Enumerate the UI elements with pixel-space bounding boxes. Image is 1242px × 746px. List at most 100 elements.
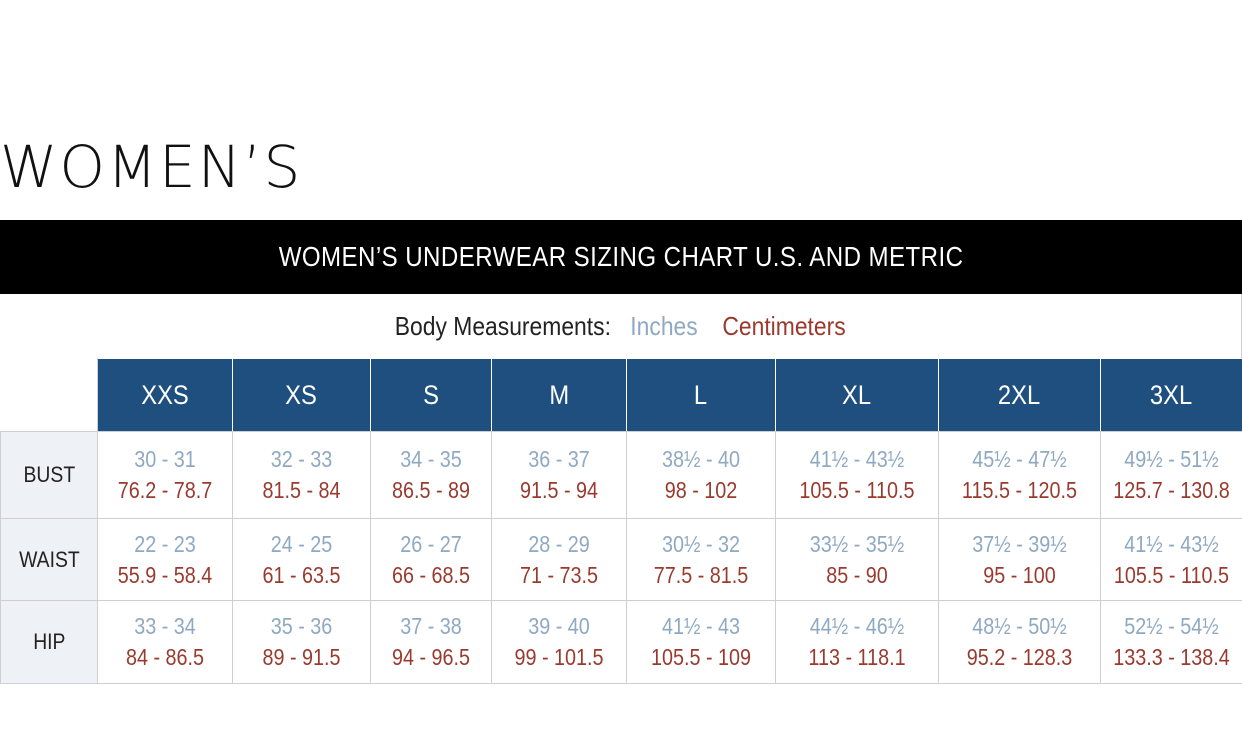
inches-value: 52½ - 54½ [1124, 613, 1219, 639]
inches-value: 28 - 29 [528, 530, 590, 557]
table-cell: 33½ - 35½ 85 - 90 [775, 518, 939, 601]
inches-value: 22 - 23 [134, 530, 196, 557]
inches-value: 37½ - 39½ [972, 530, 1067, 557]
size-header-2xl: 2XL [938, 358, 1101, 432]
inches-value: 49½ - 51½ [1124, 446, 1219, 472]
table-cell: 35 - 36 89 - 91.5 [232, 600, 371, 684]
table-cell: 39 - 40 99 - 101.5 [491, 600, 627, 684]
sizing-table: XXS XS S M L XL 2XL 3XL BUST 30 - 31 76.2… [0, 358, 1242, 684]
inches-value: 41½ - 43½ [1124, 530, 1219, 557]
inches-value: 39 - 40 [528, 613, 590, 639]
table-cell: 26 - 27 66 - 68.5 [370, 518, 492, 601]
cm-value: 71 - 73.5 [519, 561, 599, 588]
inches-value: 44½ - 46½ [809, 613, 905, 639]
table-cell: 45½ - 47½ 115.5 - 120.5 [938, 431, 1101, 519]
cm-value: 105.5 - 109 [650, 644, 752, 670]
inches-value: 30½ - 32 [661, 530, 741, 557]
row-label: BUST [23, 462, 75, 487]
table-cell: 49½ - 51½ 125.7 - 130.8 [1100, 431, 1242, 519]
table-cell: 44½ - 46½ 113 - 118.1 [775, 600, 939, 684]
row-label-waist: WAIST [0, 518, 98, 601]
inches-value: 38½ - 40 [661, 446, 741, 472]
size-label: XXS [141, 379, 189, 410]
cm-value: 77.5 - 81.5 [653, 561, 749, 588]
inches-value: 41½ - 43½ [809, 446, 905, 472]
cm-value: 84 - 86.5 [125, 644, 205, 670]
cm-value: 81.5 - 84 [262, 477, 341, 503]
table-cell: 37 - 38 94 - 96.5 [370, 600, 492, 684]
legend-centimeters: Centimeters [722, 310, 846, 341]
cm-value: 55.9 - 58.4 [117, 561, 213, 588]
size-label: XL [842, 379, 872, 410]
table-row-hip: HIP 33 - 34 84 - 86.5 35 - 36 89 - 91.5 37… [0, 600, 1242, 684]
table-cell: 41½ - 43½ 105.5 - 110.5 [775, 431, 939, 519]
table-corner [0, 358, 98, 432]
cm-value: 76.2 - 78.7 [117, 477, 213, 503]
table-cell: 38½ - 40 98 - 102 [626, 431, 776, 519]
size-header-s: S [370, 358, 492, 432]
size-label: L [694, 379, 708, 410]
inches-value: 45½ - 47½ [972, 446, 1067, 472]
cm-value: 125.7 - 130.8 [1113, 477, 1230, 503]
cm-value: 95 - 100 [983, 561, 1056, 588]
table-cell: 22 - 23 55.9 - 58.4 [97, 518, 233, 601]
inches-value: 36 - 37 [528, 446, 590, 472]
inches-value: 33½ - 35½ [809, 530, 905, 557]
table-cell: 41½ - 43½ 105.5 - 110.5 [1100, 518, 1242, 601]
inches-value: 41½ - 43 [661, 613, 741, 639]
table-cell: 36 - 37 91.5 - 94 [491, 431, 627, 519]
table-cell: 32 - 33 81.5 - 84 [232, 431, 371, 519]
cm-value: 66 - 68.5 [391, 561, 471, 588]
size-label: S [423, 379, 439, 410]
cm-value: 94 - 96.5 [391, 644, 471, 670]
table-cell: 30½ - 32 77.5 - 81.5 [626, 518, 776, 601]
cm-value: 91.5 - 94 [519, 477, 599, 503]
row-label-bust: BUST [0, 431, 98, 519]
size-label: 2XL [998, 379, 1041, 410]
table-cell: 24 - 25 61 - 63.5 [232, 518, 371, 601]
inches-value: 34 - 35 [400, 446, 462, 472]
table-cell: 52½ - 54½ 133.3 - 138.4 [1100, 600, 1242, 684]
table-cell: 41½ - 43 105.5 - 109 [626, 600, 776, 684]
table-cell: 28 - 29 71 - 73.5 [491, 518, 627, 601]
chart-title: WOMEN’S UNDERWEAR SIZING CHART U.S. AND … [278, 241, 964, 272]
inches-value: 37 - 38 [400, 613, 462, 639]
size-header-xl: XL [775, 358, 939, 432]
size-label: M [549, 379, 569, 410]
inches-value: 26 - 27 [400, 530, 462, 557]
table-cell: 48½ - 50½ 95.2 - 128.3 [938, 600, 1101, 684]
table-cell: 34 - 35 86.5 - 89 [370, 431, 492, 519]
inches-value: 32 - 33 [270, 446, 333, 472]
cm-value: 98 - 102 [664, 477, 738, 503]
inches-value: 33 - 34 [134, 613, 196, 639]
chart-title-banner: WOMEN’S UNDERWEAR SIZING CHART U.S. AND … [0, 220, 1242, 294]
inches-value: 30 - 31 [134, 446, 196, 472]
cm-value: 105.5 - 110.5 [1113, 561, 1230, 588]
row-label-hip: HIP [0, 600, 98, 684]
table-cell: 30 - 31 76.2 - 78.7 [97, 431, 233, 519]
cm-value: 115.5 - 120.5 [961, 477, 1078, 503]
table-row-bust: BUST 30 - 31 76.2 - 78.7 32 - 33 81.5 - 84… [0, 431, 1242, 519]
size-header-xs: XS [232, 358, 371, 432]
cm-value: 113 - 118.1 [808, 644, 906, 670]
size-header-xxs: XXS [97, 358, 233, 432]
cm-value: 86.5 - 89 [391, 477, 471, 503]
legend-label: Body Measurements: [395, 310, 612, 341]
size-header-m: M [491, 358, 627, 432]
cm-value: 61 - 63.5 [262, 561, 341, 588]
table-cell: 33 - 34 84 - 86.5 [97, 600, 233, 684]
cm-value: 133.3 - 138.4 [1113, 644, 1230, 670]
size-header-row: XXS XS S M L XL 2XL 3XL [0, 358, 1242, 432]
page-title: WOMEN’S [0, 133, 303, 201]
inches-value: 24 - 25 [270, 530, 333, 557]
cm-value: 105.5 - 110.5 [799, 477, 915, 503]
cm-value: 85 - 90 [826, 561, 888, 588]
cm-value: 95.2 - 128.3 [966, 644, 1073, 670]
inches-value: 48½ - 50½ [972, 613, 1067, 639]
size-header-l: L [626, 358, 776, 432]
inches-value: 35 - 36 [270, 613, 333, 639]
units-legend: Body Measurements: Inches Centimeters [0, 294, 1242, 358]
cm-value: 89 - 91.5 [262, 644, 341, 670]
row-label: HIP [32, 629, 66, 654]
size-header-3xl: 3XL [1100, 358, 1242, 432]
